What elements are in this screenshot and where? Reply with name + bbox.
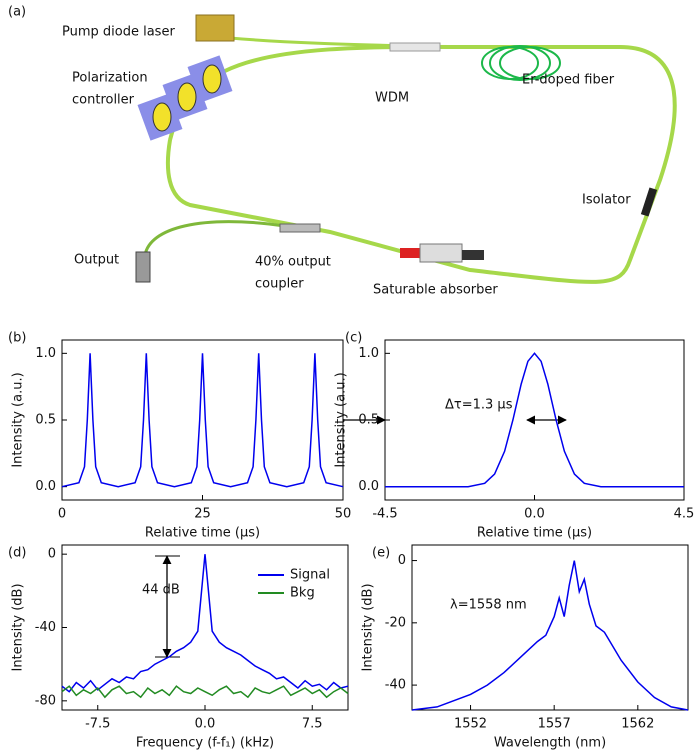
legend-label: Signal	[290, 568, 330, 583]
panel-label: (a)	[8, 5, 26, 20]
x-tick-label: 4.5	[674, 507, 695, 522]
x-axis-label: Wavelength (nm)	[494, 736, 606, 751]
y-tick-label: 0	[398, 553, 406, 568]
panel-label: (b)	[8, 331, 26, 346]
data-line	[411, 560, 689, 711]
y-tick-label: -40	[35, 620, 56, 635]
data-line	[61, 685, 349, 699]
y-tick-label: -40	[385, 678, 406, 693]
panel-label: (e)	[372, 546, 390, 561]
saturable-absorber	[400, 243, 484, 263]
y-tick-label: 0	[48, 547, 56, 562]
x-tick-label: 0	[58, 507, 66, 522]
x-tick-label: 50	[335, 507, 352, 522]
y-tick-label: -20	[385, 615, 406, 630]
y-tick-label: 0.0	[35, 479, 56, 494]
y-tick-label: 0.0	[358, 479, 379, 494]
component-label: coupler	[255, 277, 304, 292]
x-tick-label: 0.0	[524, 507, 545, 522]
x-axis-label: Relative time (μs)	[477, 526, 592, 541]
component-label: WDM	[375, 91, 409, 106]
component-label: Output	[74, 253, 119, 268]
setup-diagram	[135, 14, 677, 658]
output-connector	[135, 251, 151, 283]
component-label: Pump diode laser	[62, 25, 175, 40]
x-tick-label: 0.0	[195, 717, 216, 732]
polarization-controller	[137, 55, 233, 141]
isolator	[640, 187, 658, 217]
component-label: Polarization	[72, 71, 148, 86]
component-label: Er-doped fiber	[522, 73, 615, 88]
fiber-loop	[165, 44, 677, 284]
panel-label: (d)	[8, 546, 26, 561]
x-tick-label: -4.5	[372, 507, 397, 522]
annotation: Δτ=1.3 μs	[445, 398, 513, 413]
data-line	[61, 554, 349, 693]
output-fiber	[143, 220, 286, 256]
legend-label: Bkg	[290, 586, 315, 601]
output-coupler	[279, 223, 321, 233]
x-axis-label: Frequency (f-f₁) (kHz)	[136, 736, 274, 751]
annotation: λ=1558 nm	[450, 598, 527, 613]
data-line	[385, 352, 684, 488]
component-label: Saturable absorber	[373, 283, 498, 298]
y-axis-label: Intensity (dB)	[11, 583, 26, 671]
x-tick-label: 7.5	[302, 717, 323, 732]
er-fiber-coil	[481, 45, 561, 81]
component-label: controller	[72, 93, 135, 108]
x-tick-label: -7.5	[85, 717, 110, 732]
y-tick-label: 1.0	[35, 346, 56, 361]
x-tick-label: 1562	[621, 717, 654, 732]
y-axis-label: Intensity (a.u.)	[334, 372, 349, 467]
y-axis-label: Intensity (a.u.)	[11, 372, 26, 467]
pump-laser	[195, 14, 235, 42]
y-tick-label: 0.5	[358, 413, 379, 428]
y-tick-label: -80	[35, 693, 56, 708]
panel-label: (c)	[345, 331, 362, 346]
x-axis-label: Relative time (μs)	[145, 526, 260, 541]
x-tick-label: 25	[194, 507, 211, 522]
component-label: Isolator	[582, 193, 631, 208]
y-tick-label: 0.5	[35, 413, 56, 428]
plot-frame	[411, 544, 689, 711]
x-tick-label: 1557	[538, 717, 571, 732]
x-tick-label: 1552	[454, 717, 487, 732]
data-line	[61, 353, 344, 488]
component-label: 40% output	[255, 255, 331, 270]
y-tick-label: 1.0	[358, 346, 379, 361]
y-axis-label: Intensity (dB)	[361, 583, 376, 671]
wdm	[389, 42, 441, 52]
annotation: 44 dB	[142, 583, 180, 598]
